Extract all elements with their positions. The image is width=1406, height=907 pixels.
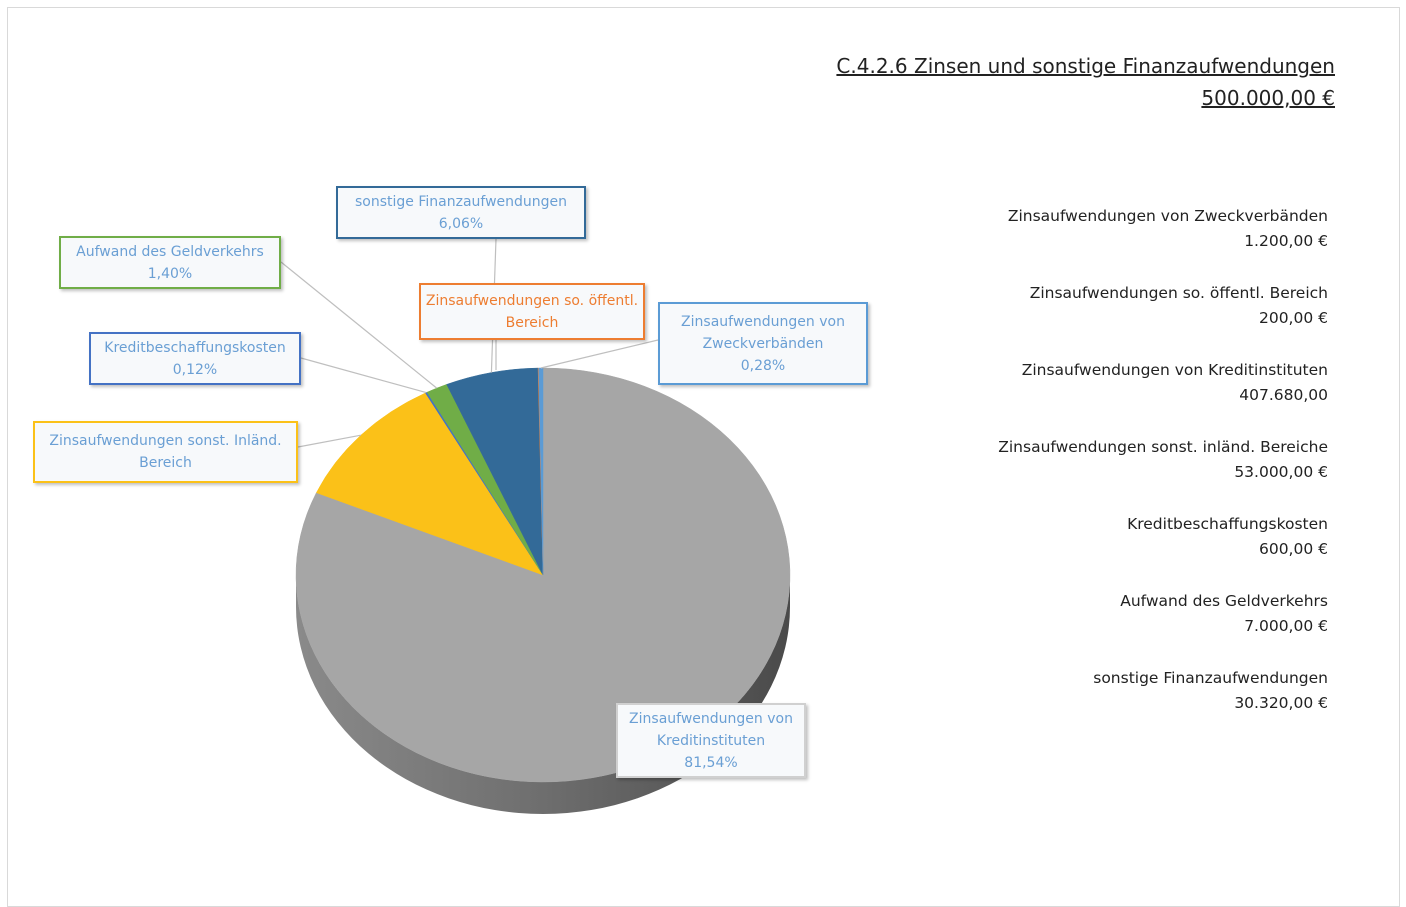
chart-title: C.4.2.6 Zinsen und sonstige Finanzaufwen… (836, 54, 1335, 78)
label-name: Zinsaufwendungen von Zweckverbänden (681, 313, 845, 352)
summary-label: sonstige Finanzaufwendungen (1093, 669, 1328, 687)
summary-amount: 1.200,00 € (1244, 232, 1328, 250)
summary-item: Zinsaufwendungen von Kreditinstituten 407… (1022, 358, 1328, 408)
label-name: Kreditbeschaffungskosten (104, 339, 286, 356)
summary-item: Aufwand des Geldverkehrs 7.000,00 € (1120, 589, 1328, 639)
summary-amount: 7.000,00 € (1244, 617, 1328, 635)
summary-amount: 53.000,00 € (1234, 463, 1328, 481)
data-label: sonstige Finanzaufwendungen 6,06% (336, 186, 586, 239)
data-label: Zinsaufwendungen von Zweckverbänden 0,28% (658, 302, 868, 385)
summary-label: Aufwand des Geldverkehrs (1120, 592, 1328, 610)
summary-item: Zinsaufwendungen von Zweckverbänden 1.200… (1008, 204, 1328, 254)
data-label: Zinsaufwendungen von Kreditinstituten 81,… (616, 703, 806, 778)
summary-label: Zinsaufwendungen von Zweckverbänden (1007, 207, 1328, 225)
chart-subtitle: 500.000,00 € (1201, 86, 1335, 110)
summary-amount: 200,00 € (1258, 309, 1328, 327)
label-value: 81,54% (684, 754, 738, 771)
summary-item: Zinsaufwendungen sonst. inländ. Bereiche… (998, 435, 1328, 485)
summary-item: sonstige Finanzaufwendungen 30.320,00 € (1093, 666, 1328, 716)
summary-amount: 600,00 € (1258, 540, 1328, 558)
data-label: Zinsaufwendungen so. öffentl. Bereich (419, 283, 645, 340)
summary-amount: 407.680,00 (1239, 386, 1328, 404)
data-label: Zinsaufwendungen sonst. Inländ. Bereich (33, 421, 298, 483)
label-name: Zinsaufwendungen so. öffentl. Bereich (425, 292, 639, 331)
summary-label: Zinsaufwendungen von Kreditinstituten (1021, 361, 1328, 379)
data-label: Aufwand des Geldverkehrs 1,40% (59, 236, 281, 289)
label-name: Zinsaufwendungen von Kreditinstituten (629, 710, 793, 749)
leader-line (300, 357, 427, 394)
label-value: 6,06% (438, 215, 484, 232)
data-label: Kreditbeschaffungskosten 0,12% (89, 332, 301, 385)
summary-item: Zinsaufwendungen so. öffentl. Bereich 200… (1030, 281, 1328, 331)
label-value: 0,12% (172, 361, 218, 378)
label-name: Zinsaufwendungen sonst. Inländ. Bereich (49, 433, 282, 471)
leader-line (540, 339, 659, 369)
summary-item: Kreditbeschaffungskosten 600,00 € (1127, 512, 1328, 562)
leader-line (297, 434, 362, 448)
label-value: 1,40% (147, 265, 193, 282)
label-value: 0,28% (740, 357, 786, 374)
summary-label: Zinsaufwendungen so. öffentl. Bereich (1029, 284, 1328, 302)
summary-label: Zinsaufwendungen sonst. inländ. Bereiche (998, 438, 1328, 456)
summary-label: Kreditbeschaffungskosten (1127, 515, 1328, 533)
label-name: Aufwand des Geldverkehrs (76, 243, 264, 260)
leader-line (280, 261, 438, 389)
label-name: sonstige Finanzaufwendungen (354, 193, 568, 210)
summary-amount: 30.320,00 € (1234, 694, 1328, 712)
pie-slice (316, 392, 544, 576)
